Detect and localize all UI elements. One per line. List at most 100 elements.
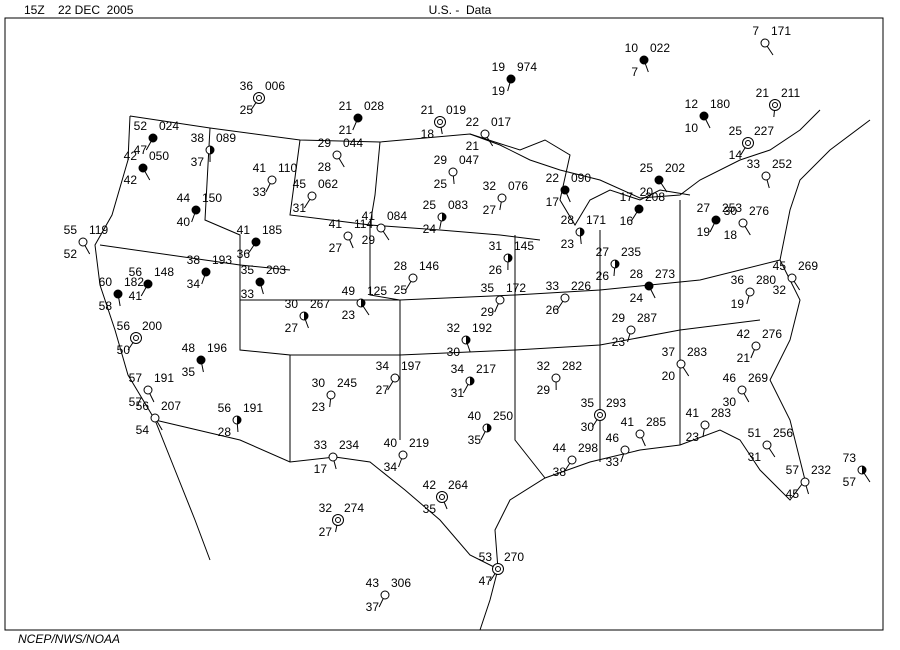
temperature: 32	[537, 359, 551, 373]
dewpoint: 25	[394, 283, 408, 297]
dewpoint: 54	[136, 423, 150, 437]
dewpoint: 36	[237, 247, 251, 261]
dewpoint: 58	[99, 299, 113, 313]
pressure: 089	[216, 131, 236, 145]
temperature: 46	[606, 431, 620, 445]
pressure: 197	[401, 359, 421, 373]
temperature: 38	[187, 253, 201, 267]
temperature: 51	[748, 426, 762, 440]
dewpoint: 16	[620, 214, 634, 228]
station-cover	[487, 424, 491, 432]
station-marker	[201, 267, 211, 277]
temperature: 21	[339, 99, 353, 113]
dewpoint: 27	[483, 203, 497, 217]
dewpoint: 21	[339, 123, 353, 137]
temperature: 29	[612, 311, 626, 325]
dewpoint: 7	[631, 65, 638, 79]
temperature: 28	[394, 259, 408, 273]
temperature: 12	[685, 97, 699, 111]
temperature: 30	[724, 204, 738, 218]
station-marker	[448, 167, 458, 177]
temperature: 37	[662, 345, 676, 359]
pressure: 050	[149, 149, 169, 163]
pressure: 219	[409, 436, 429, 450]
station-marker	[255, 277, 265, 287]
dewpoint: 32	[773, 283, 787, 297]
station-marker	[78, 237, 88, 247]
station-cover	[304, 312, 308, 320]
station-cover	[466, 336, 470, 344]
dewpoint: 33	[241, 287, 255, 301]
pressure: 285	[646, 415, 666, 429]
pressure: 227	[754, 124, 774, 138]
pressure: 110	[278, 161, 297, 175]
dewpoint: 57	[129, 395, 143, 409]
station-cover	[237, 416, 241, 424]
pressure: 191	[154, 371, 174, 385]
dewpoint: 45	[786, 487, 800, 501]
dewpoint: 47	[479, 574, 493, 588]
state-lines	[369, 141, 541, 241]
pressure: 245	[337, 376, 357, 390]
pressure: 232	[811, 463, 831, 477]
pressure: 022	[650, 41, 670, 55]
station-cover	[361, 299, 365, 307]
dewpoint: 25	[240, 103, 254, 117]
temperature: 56	[129, 265, 143, 279]
dewpoint: 41	[129, 289, 143, 303]
station-marker	[138, 163, 148, 173]
temperature: 36	[240, 79, 254, 93]
state-lines	[514, 235, 546, 479]
dewpoint: 35	[182, 365, 196, 379]
station-cover	[133, 335, 139, 341]
temperature: 52	[134, 119, 148, 133]
station-cover	[335, 517, 341, 523]
temperature: 33	[314, 438, 328, 452]
temperature: 32	[319, 501, 333, 515]
station-marker	[506, 74, 516, 84]
dewpoint: 19	[492, 84, 506, 98]
temperature: 41	[253, 161, 267, 175]
pressure: 252	[772, 157, 792, 171]
dewpoint: 35	[423, 502, 437, 516]
pressure: 191	[243, 401, 263, 415]
pressure: 280	[756, 273, 776, 287]
temperature: 29	[318, 136, 332, 150]
station-marker	[551, 373, 561, 383]
station-marker	[343, 231, 353, 241]
station-marker	[762, 440, 772, 450]
pressure: 202	[665, 161, 685, 175]
pressure: 119	[89, 223, 108, 237]
station-marker	[380, 590, 390, 600]
dewpoint: 23	[561, 237, 575, 251]
station-marker	[376, 223, 386, 233]
temperature: 33	[546, 279, 560, 293]
pressure: 196	[207, 341, 227, 355]
station-cover	[437, 119, 443, 125]
pressure: 208	[645, 190, 665, 204]
temperature: 32	[483, 179, 497, 193]
temperature: 10	[625, 41, 639, 55]
temperature: 35	[581, 396, 595, 410]
great-lakes	[469, 133, 691, 226]
dewpoint: 52	[64, 247, 78, 261]
station-marker	[398, 450, 408, 460]
station-marker	[700, 420, 710, 430]
temperature: 44	[553, 441, 567, 455]
mexico-coast	[479, 568, 499, 631]
pressure: 047	[459, 153, 479, 167]
dewpoint: 40	[177, 215, 191, 229]
station-marker	[620, 445, 630, 455]
temperature: 41	[686, 406, 700, 420]
dewpoint: 31	[748, 450, 762, 464]
station-marker	[626, 325, 636, 335]
temperature: 40	[384, 436, 398, 450]
temperature: 27	[596, 245, 610, 259]
pressure: 006	[265, 79, 285, 93]
pressure: 028	[364, 99, 384, 113]
dewpoint: 29	[481, 305, 495, 319]
pressure: 185	[262, 223, 282, 237]
dewpoint: 42	[124, 173, 138, 187]
